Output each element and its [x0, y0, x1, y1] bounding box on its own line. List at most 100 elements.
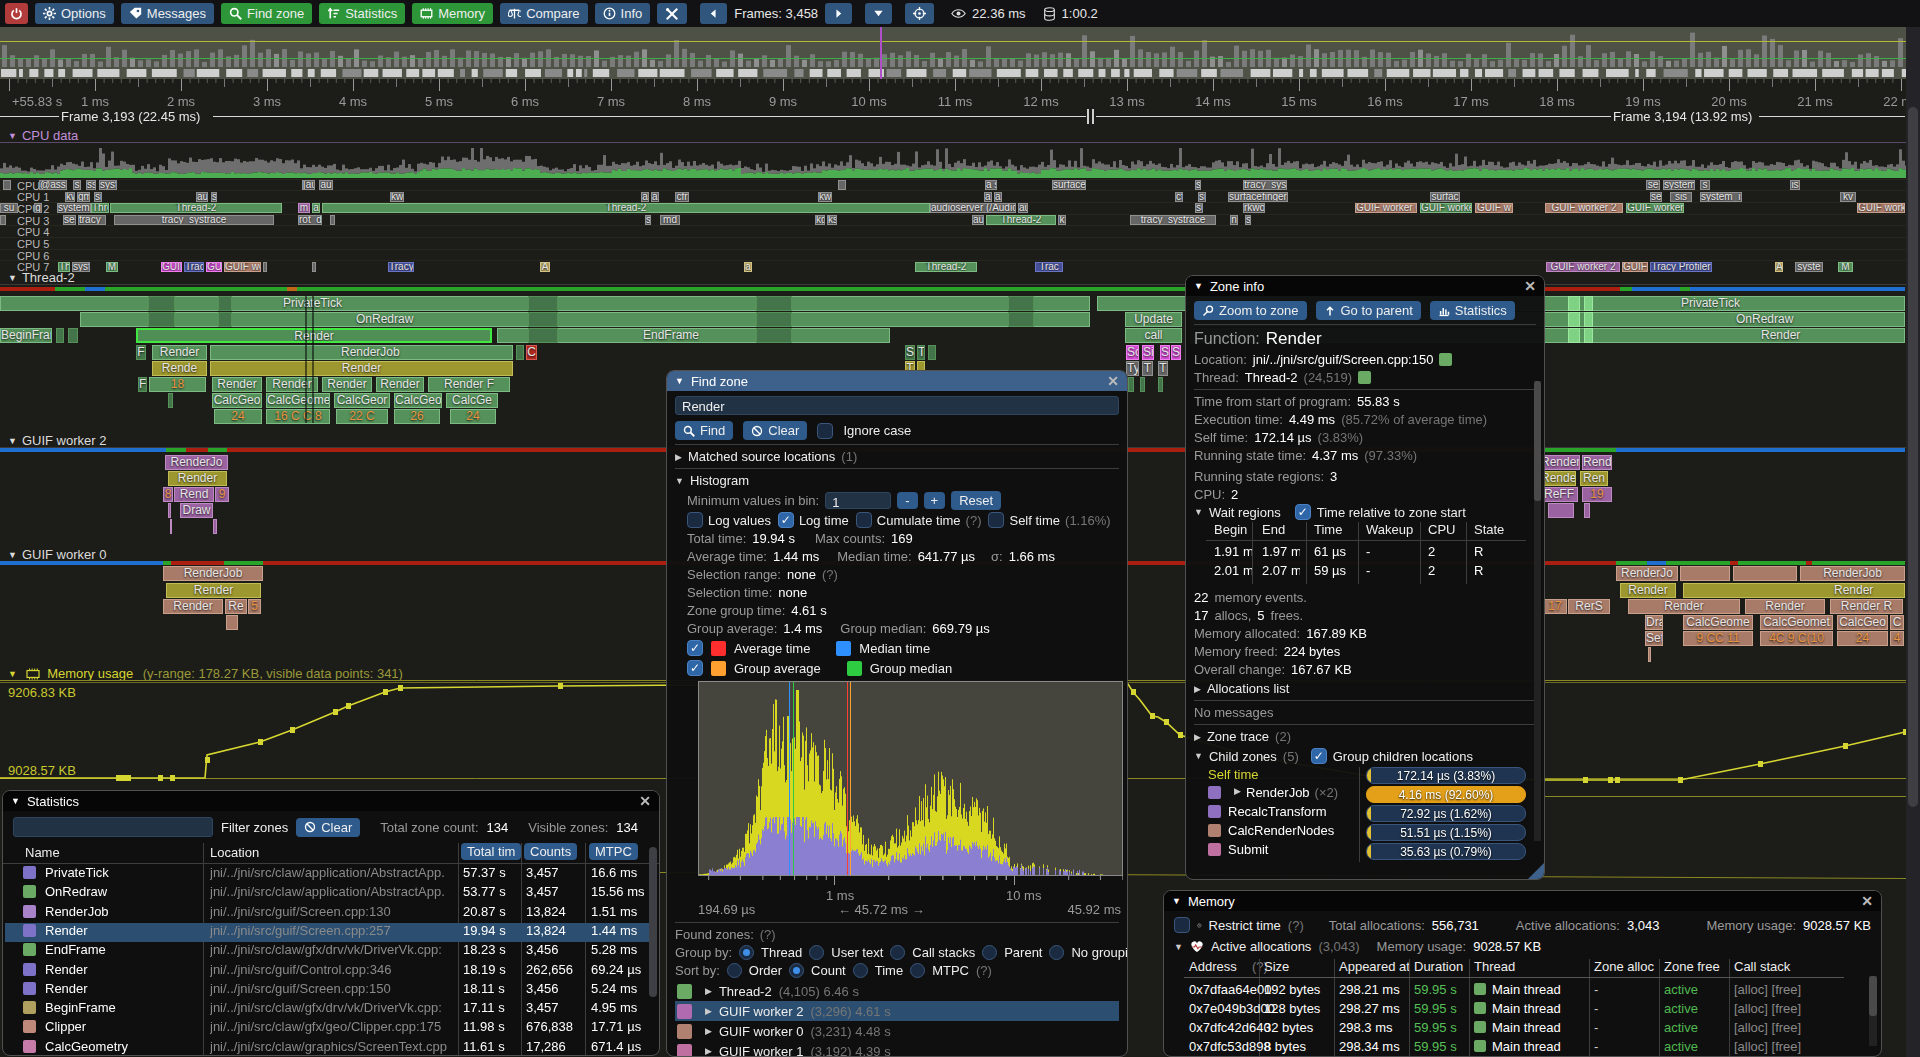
- minus-button[interactable]: -: [897, 492, 917, 509]
- alloc-address[interactable]: 0x7dfc53d898: [1189, 1039, 1271, 1054]
- timeline-zone[interactable]: [516, 345, 524, 360]
- find-zone-titlebar[interactable]: ▼ Find zone ✕: [667, 371, 1127, 391]
- timeline-zone[interactable]: RenderJo: [165, 455, 228, 470]
- cpu-zone[interactable]: ai: [651, 192, 659, 202]
- cpu-zone[interactable]: cfr: [675, 192, 689, 202]
- timeline-zone[interactable]: [148, 296, 175, 311]
- statistics-titlebar[interactable]: ▼ Statistics ✕: [3, 791, 659, 811]
- cpu-zone[interactable]: audioserver (/Audio: [930, 203, 1016, 213]
- cpu-zone[interactable]: ss: [86, 180, 96, 190]
- cpu-zone[interactable]: GUIF worker 0: [1355, 203, 1417, 213]
- collapse-icon[interactable]: ▼: [1172, 896, 1181, 906]
- cpu-zone[interactable]: a: [744, 262, 752, 272]
- cpu-zone[interactable]: k: [1058, 215, 1066, 225]
- frame-label[interactable]: Frame 3,194 (13.92 ms): [1613, 109, 1752, 124]
- cpu-zone[interactable]: Tracy Profiler: [1650, 262, 1712, 272]
- sortby-time[interactable]: [853, 963, 868, 978]
- timeline-zone[interactable]: CalcGeome: [266, 393, 330, 408]
- stat-zone-name[interactable]: Clipper: [45, 1019, 86, 1034]
- found-zone-thread[interactable]: ▶GUIF worker 2(3,296) 4.61 s: [675, 1001, 1119, 1021]
- timeline-zone[interactable]: Render: [212, 377, 262, 392]
- zone-info-titlebar[interactable]: ▼ Zone info ✕: [1186, 276, 1544, 296]
- groupby-thread[interactable]: [739, 945, 754, 960]
- groupby-no-groupin[interactable]: [1049, 945, 1064, 960]
- collapse-icon[interactable]: ▼: [11, 796, 20, 806]
- cpu-zone[interactable]: aud: [196, 192, 208, 202]
- col-name[interactable]: Name: [25, 845, 60, 860]
- timeline-zone[interactable]: 26: [394, 409, 440, 424]
- timeline-zone[interactable]: 9: [215, 487, 229, 502]
- zone-statistics-button[interactable]: Statistics: [1430, 301, 1515, 320]
- cpu-zone[interactable]: surfac: [1430, 192, 1460, 202]
- groupby-parent[interactable]: [982, 945, 997, 960]
- search-input[interactable]: Render: [675, 396, 1119, 415]
- statistics-button[interactable]: Statistics: [319, 3, 405, 24]
- timeline-zone[interactable]: [148, 312, 175, 327]
- cpu-zone[interactable]: syste: [1795, 262, 1823, 272]
- timeline-zone[interactable]: [928, 345, 936, 360]
- min-bin-input[interactable]: 1: [825, 492, 891, 509]
- cpu-zone[interactable]: M: [106, 262, 118, 272]
- col-call-stack[interactable]: Call stack: [1734, 959, 1790, 974]
- timeline-zone[interactable]: [1568, 312, 1580, 327]
- child-zone-name[interactable]: Submit: [1228, 842, 1268, 857]
- cpu-zone[interactable]: Thread-2: [322, 203, 930, 213]
- plus-button[interactable]: +: [924, 492, 946, 509]
- checkbox-cumulate-time[interactable]: [856, 512, 872, 528]
- timeline-zone[interactable]: Ren: [1580, 471, 1608, 486]
- timeline-zone[interactable]: [218, 296, 232, 311]
- cpu-zone[interactable]: @assurf: [39, 180, 67, 190]
- cpu-zone[interactable]: is: [1790, 180, 1800, 190]
- info-button[interactable]: Info: [595, 3, 651, 24]
- cpu-zone[interactable]: si: [94, 192, 102, 202]
- cpu-zone[interactable]: tracy_systrace: [114, 215, 274, 225]
- col-duration[interactable]: Duration: [1414, 959, 1463, 974]
- legend-checkbox[interactable]: ✓: [687, 640, 703, 656]
- timeline-zone[interactable]: 19: [1582, 487, 1612, 502]
- cpu-zone[interactable]: [263, 262, 267, 272]
- close-icon[interactable]: ✕: [1524, 278, 1536, 294]
- cpu-data-header[interactable]: ▼CPU data: [8, 128, 78, 143]
- timeline-zone[interactable]: [756, 296, 792, 311]
- cpu-zone[interactable]: kwor: [818, 192, 832, 202]
- sortby-order[interactable]: [727, 963, 742, 978]
- timeline-zone[interactable]: Update: [1125, 312, 1182, 327]
- go-to-parent-button[interactable]: Go to parent: [1316, 301, 1421, 320]
- timeline-zone[interactable]: [1008, 312, 1034, 327]
- cpu-zone[interactable]: surfacef: [1052, 180, 1086, 190]
- resize-grip[interactable]: [1528, 863, 1544, 879]
- cpu-zone[interactable]: a: [641, 192, 649, 202]
- sortby-count[interactable]: [789, 963, 804, 978]
- cpu-zone[interactable]: gm: [77, 192, 90, 202]
- timeline-zone[interactable]: Render: [322, 377, 372, 392]
- timeline-zone[interactable]: 24: [214, 409, 262, 424]
- col-appeared[interactable]: Appeared at: [1339, 959, 1410, 974]
- timeline-zone[interactable]: CalcGeor: [334, 393, 390, 408]
- timeline-zone[interactable]: Render: [210, 361, 513, 376]
- cpu-zone[interactable]: GUIF worke: [1420, 203, 1472, 213]
- timeline-zone[interactable]: Render F: [428, 377, 510, 392]
- cpu-zone[interactable]: system se: [57, 203, 91, 213]
- timeline-zone[interactable]: Ty: [1126, 361, 1139, 376]
- cpu-zone[interactable]: [312, 262, 316, 272]
- thread-header[interactable]: ▼Thread-2: [8, 270, 75, 285]
- cpu-zone[interactable]: se: [1650, 192, 1662, 202]
- cpu-zone[interactable]: M: [1838, 262, 1853, 272]
- cpu-zone[interactable]: GUIF w: [1475, 203, 1513, 213]
- close-icon[interactable]: ✕: [639, 793, 651, 809]
- timeline-zone[interactable]: Render: [266, 377, 318, 392]
- cpu-zone[interactable]: [0, 215, 6, 225]
- cpu-zone[interactable]: s: [73, 180, 81, 190]
- cpu-zone[interactable]: si: [1198, 192, 1206, 202]
- sortby-mtpc[interactable]: [910, 963, 925, 978]
- timeline-zone[interactable]: Render: [168, 471, 227, 486]
- histogram-plot[interactable]: 1 ms 10 ms 194.69 µs ← 45.72 ms → 45.92 …: [698, 681, 1123, 918]
- timeline-zone[interactable]: BeginFrame: [0, 328, 52, 343]
- col-total[interactable]: Total tim: [461, 843, 521, 860]
- histogram-section[interactable]: ▼Histogram: [675, 473, 1119, 488]
- cpu-zone[interactable]: se: [1646, 180, 1660, 190]
- alloc-callstack[interactable]: [alloc] [free]: [1734, 982, 1801, 997]
- timeline-zone[interactable]: [1568, 328, 1580, 343]
- timeline-zone[interactable]: Render: [136, 328, 492, 343]
- cpu-zone[interactable]: a: [312, 203, 320, 213]
